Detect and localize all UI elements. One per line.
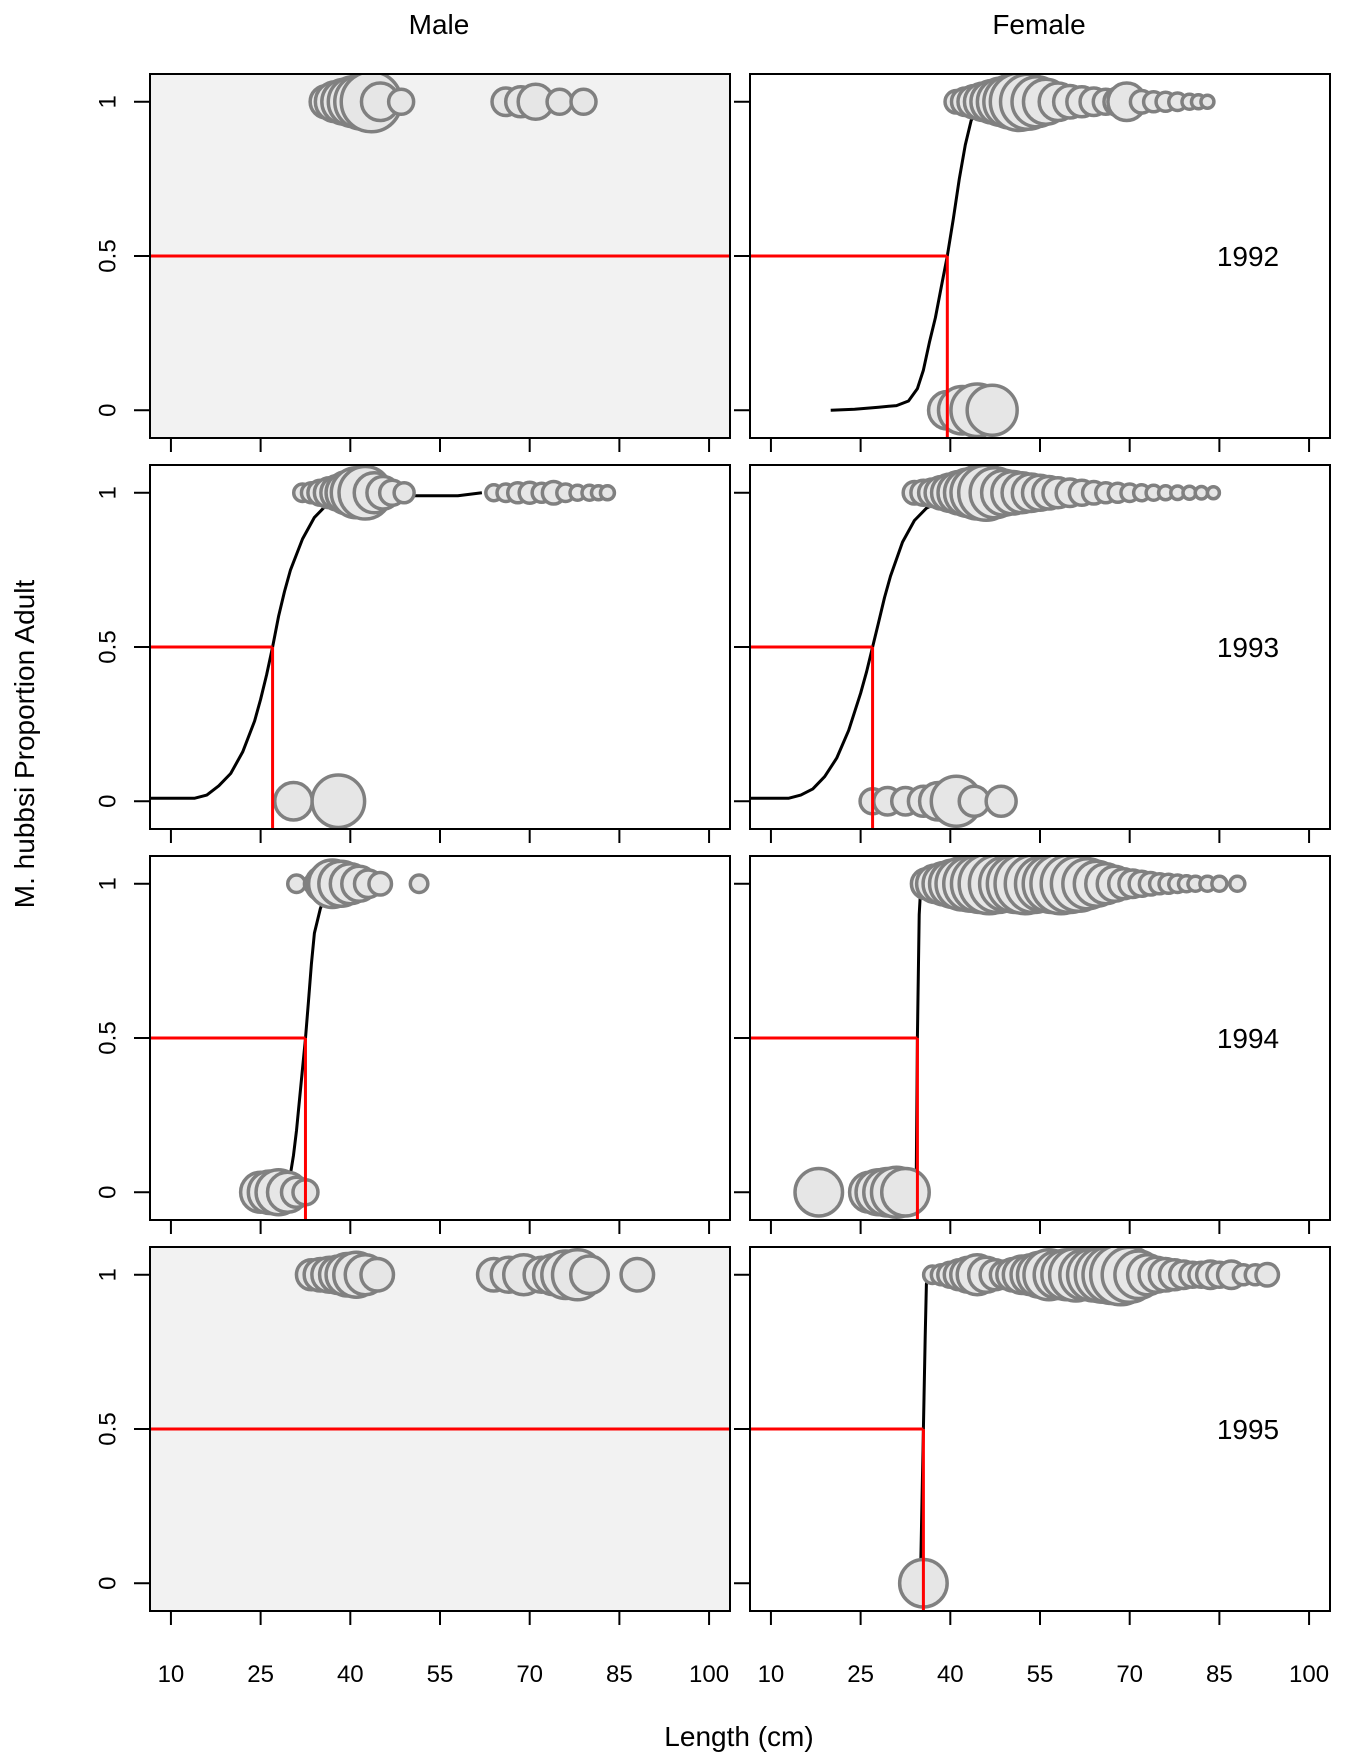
observation-bubble (310, 773, 367, 829)
observation-bubble (359, 1256, 396, 1293)
y-tick-label: 0.5 (95, 239, 122, 272)
observation-bubble (285, 873, 307, 895)
observation-bubble (1254, 1261, 1281, 1288)
year-label: 1992 (1217, 241, 1279, 272)
y-tick-label: 1 (95, 1268, 122, 1281)
observation-bubble (568, 1254, 610, 1296)
year-label: 1993 (1217, 632, 1279, 663)
observation-bubble (1228, 874, 1247, 894)
x-tick-label: 10 (158, 1661, 185, 1688)
y-tick-label: 0.5 (95, 630, 122, 663)
x-tick-label: 85 (1206, 1661, 1233, 1688)
x-tick-label: 100 (689, 1661, 729, 1688)
observation-bubble (619, 1256, 656, 1293)
observation-bubble (984, 784, 1018, 818)
panel-plot-area (150, 74, 730, 258)
observation-bubble (879, 1166, 931, 1218)
observation-bubble (1199, 93, 1216, 111)
observation-bubble (793, 1166, 845, 1218)
panel-plot-area (750, 856, 1247, 1220)
x-tick-label: 25 (247, 1661, 274, 1688)
y-tick-label: 0 (95, 1186, 122, 1199)
y-tick-label: 0 (95, 795, 122, 808)
x-axis-label: Length (cm) (664, 1721, 813, 1752)
y-tick-label: 0.5 (95, 1021, 122, 1054)
panel-male-1992: 00.51 (95, 73, 731, 452)
y-tick-label: 1 (95, 95, 122, 108)
observation-bubble (569, 87, 598, 117)
x-tick-label: 70 (1116, 1661, 1143, 1688)
y-tick-label: 1 (95, 486, 122, 499)
year-label: 1995 (1217, 1414, 1279, 1445)
observation-bubble (392, 481, 416, 505)
observation-bubble (1210, 874, 1229, 894)
observation-bubble (367, 870, 394, 897)
y-tick-label: 0 (95, 1577, 122, 1590)
panel-male-1995: 0 0.5 1 10 25 40 55 70 85 100 (95, 1246, 731, 1688)
x-tick-label: 55 (1027, 1661, 1054, 1688)
y-tick-label: 0.5 (95, 1412, 122, 1445)
panel-plot-area (150, 1248, 730, 1431)
panel-plot-area (750, 74, 1216, 438)
observation-bubble (965, 383, 1019, 437)
y-axis-label: M. hubbsi Proportion Adult (9, 580, 40, 909)
observation-bubble (408, 873, 430, 895)
panel-plot-area (150, 858, 430, 1220)
observation-bubble (598, 484, 617, 502)
observation-bubble (545, 87, 574, 117)
observation-bubble (386, 87, 416, 117)
y-tick-label: 1 (95, 877, 122, 890)
panel-male-1993: 00.51 (95, 464, 731, 843)
x-tick-label: 25 (847, 1661, 874, 1688)
y-tick-label: 0 (95, 404, 122, 417)
observation-bubble (1205, 485, 1222, 501)
x-tick-label: 85 (606, 1661, 633, 1688)
observation-bubble (273, 780, 315, 822)
column-title-male: Male (409, 9, 470, 40)
panel-plot-area (750, 465, 1222, 829)
x-tick-label: 55 (427, 1661, 454, 1688)
panel-female-1993: 1993 (734, 464, 1331, 843)
x-tick-label: 10 (758, 1661, 785, 1688)
panel-plot-area (150, 465, 617, 829)
x-tick-label: 100 (1289, 1661, 1329, 1688)
panel-male-1994: 00.51 (95, 855, 731, 1234)
x-tick-label: 40 (337, 1661, 364, 1688)
x-tick-label: 40 (937, 1661, 964, 1688)
panel-female-1992: 1992 (734, 73, 1331, 452)
panel-plot-area (750, 1247, 1281, 1611)
x-tick-label: 70 (516, 1661, 543, 1688)
panel-female-1994: 1994 (734, 855, 1331, 1234)
year-label: 1994 (1217, 1023, 1279, 1054)
panel-female-1995: 10 25 40 55 70 85 100 1995 (734, 1246, 1331, 1688)
column-title-female: Female (992, 9, 1085, 40)
